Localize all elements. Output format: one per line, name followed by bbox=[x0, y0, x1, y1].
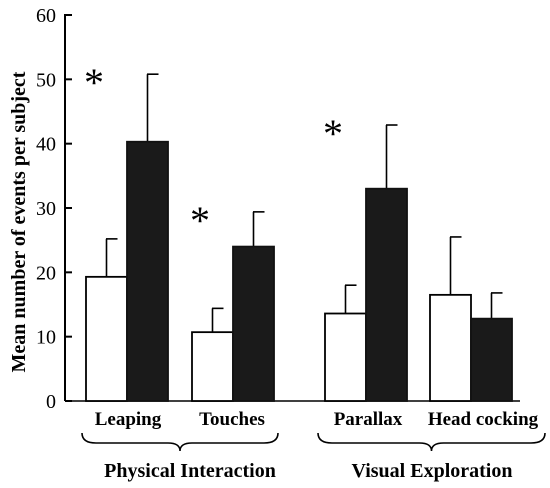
y-axis-label: Mean number of events per subject bbox=[8, 71, 30, 372]
category-label-head-cocking: Head cocking bbox=[428, 409, 539, 430]
label-layer: Mean number of events per subject Physic… bbox=[8, 60, 539, 482]
bar-parallax-1 bbox=[324, 312, 367, 402]
bar-leaping-2 bbox=[126, 140, 169, 402]
significance-marker-touches: * bbox=[190, 198, 210, 243]
category-label-leaping: Leaping bbox=[95, 409, 162, 430]
bar-parallax-2 bbox=[365, 187, 408, 402]
axis-layer: 0 10 20 30 40 50 60 bbox=[36, 5, 546, 452]
category-label-touches: Touches bbox=[199, 409, 265, 430]
bar-leaping-1 bbox=[85, 275, 128, 402]
significance-marker-parallax: * bbox=[323, 111, 343, 156]
bar-touches-1 bbox=[191, 331, 234, 402]
y-tick-label-0: 0 bbox=[46, 391, 56, 413]
y-tick-label-60: 60 bbox=[36, 5, 56, 27]
group-label-visual-exploration: Visual Exploration bbox=[352, 460, 513, 482]
brace-visual-exploration bbox=[317, 432, 546, 452]
group-label-physical-interaction: Physical Interaction bbox=[104, 460, 276, 482]
y-tick-label-20: 20 bbox=[36, 262, 56, 284]
y-tick-label-40: 40 bbox=[36, 134, 56, 156]
y-tick-label-50: 50 bbox=[36, 69, 56, 91]
bar-head-cocking-1 bbox=[429, 293, 472, 402]
bar-touches-2 bbox=[232, 245, 275, 402]
bar-head-cocking-2 bbox=[470, 317, 513, 402]
y-tick-label-10: 10 bbox=[36, 327, 56, 349]
bar-layer bbox=[85, 73, 513, 402]
category-label-parallax: Parallax bbox=[334, 409, 403, 430]
brace-physical-interaction bbox=[81, 432, 279, 452]
y-tick-label-30: 30 bbox=[36, 198, 56, 220]
significance-marker-leaping: * bbox=[84, 60, 104, 105]
